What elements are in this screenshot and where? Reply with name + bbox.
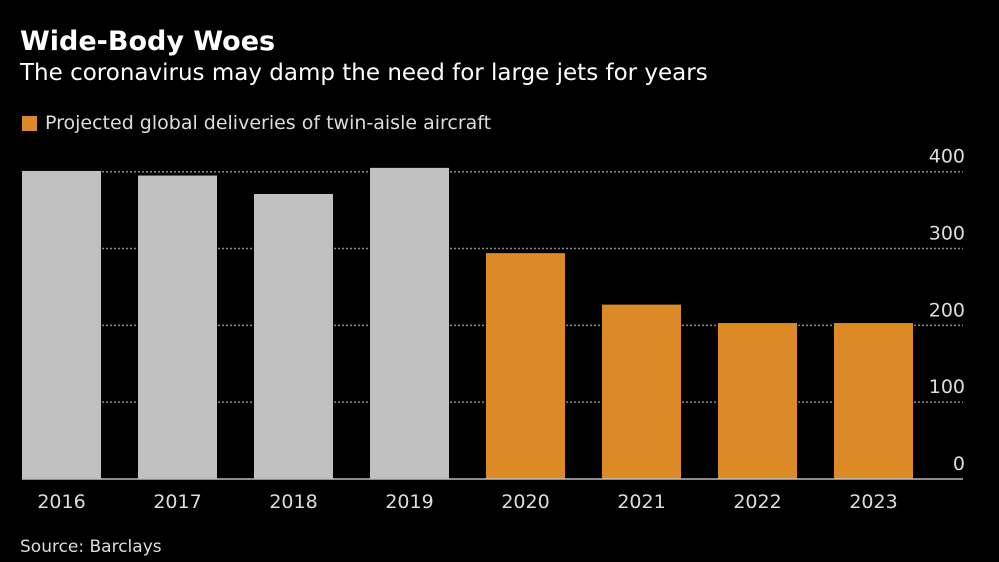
y-tick-label: 400 <box>929 146 965 168</box>
y-tick-label: 200 <box>929 299 965 321</box>
x-tick-label: 2017 <box>153 491 201 513</box>
chart-title: Wide-Body Woes <box>20 26 276 57</box>
bar <box>834 323 913 479</box>
bar <box>370 167 449 479</box>
bar <box>22 170 101 479</box>
x-tick-label: 2020 <box>501 491 549 513</box>
bar <box>138 175 217 479</box>
legend-swatch <box>22 115 37 131</box>
legend-label: Projected global deliveries of twin-aisl… <box>45 112 492 134</box>
bar <box>486 253 565 479</box>
bar <box>718 323 797 479</box>
x-tick-label: 2019 <box>385 491 433 513</box>
x-tick-label: 2016 <box>37 491 85 513</box>
y-tick-label: 0 <box>953 453 965 475</box>
x-tick-label: 2021 <box>617 491 665 513</box>
x-tick-label: 2022 <box>733 491 781 513</box>
bar <box>602 304 681 479</box>
chart-subtitle: The coronavirus may damp the need for la… <box>20 60 708 86</box>
x-tick-label: 2018 <box>269 491 317 513</box>
y-tick-label: 300 <box>929 223 965 245</box>
legend: Projected global deliveries of twin-aisl… <box>22 112 491 134</box>
y-tick-label: 100 <box>929 376 965 398</box>
bar <box>254 193 333 479</box>
x-tick-label: 2023 <box>849 491 897 513</box>
source-note: Source: Barclays <box>20 537 162 557</box>
